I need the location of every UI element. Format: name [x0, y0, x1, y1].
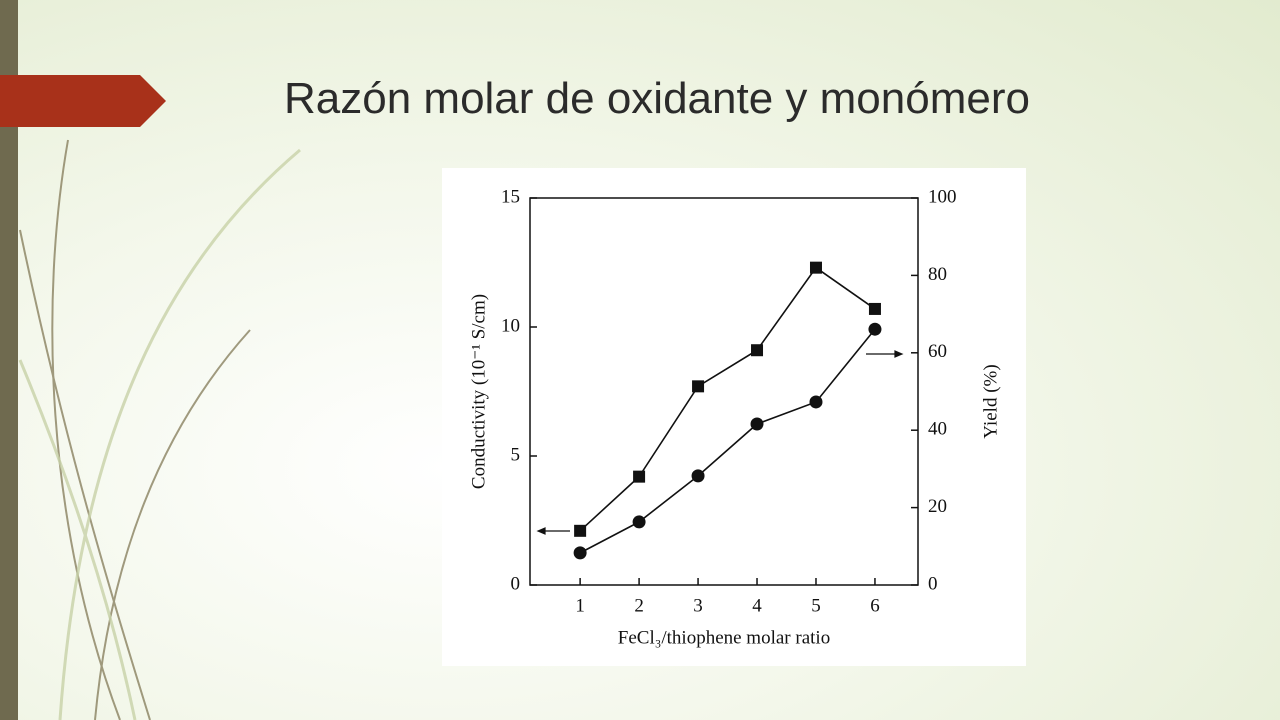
x-tick-label: 1	[575, 595, 585, 616]
y-tick-label: 0	[511, 573, 521, 594]
x-tick-label: 3	[693, 595, 703, 616]
marker-square	[751, 344, 764, 357]
y2-tick-label: 20	[928, 496, 947, 517]
series-line	[579, 328, 876, 554]
x-tick-label: 2	[634, 595, 644, 616]
marker-square	[868, 302, 881, 315]
y-tick-label: 10	[501, 315, 520, 336]
y-tick-label: 15	[501, 186, 520, 207]
marker-square	[809, 261, 822, 274]
y2-tick-label: 80	[928, 264, 947, 285]
y-tick-label: 5	[511, 444, 521, 465]
y2-tick-label: 0	[928, 573, 938, 594]
marker-circle	[750, 417, 764, 431]
x-tick-label: 5	[811, 595, 821, 616]
x-tick-label: 6	[870, 595, 880, 616]
marker-circle	[632, 515, 646, 529]
title-marker	[0, 75, 166, 127]
y-axis-label: Conductivity (10⁻¹ S/cm)	[468, 294, 489, 489]
x-tick-label: 4	[752, 595, 762, 616]
slide-title: Razón molar de oxidante y monómero	[284, 74, 1030, 123]
chart-image: 1 2 3 4 5 6 0 5 10 15 0 20 40 60 80 100 FeCl₃/thiophene …	[442, 168, 1026, 666]
plot-frame	[529, 197, 919, 586]
arrow-left	[536, 527, 570, 535]
curves	[19, 139, 251, 720]
y2-tick-label: 40	[928, 419, 947, 440]
arrow-right	[866, 350, 904, 358]
side-bar	[0, 0, 18, 720]
marker-circle	[573, 546, 587, 560]
marker-square	[574, 524, 587, 537]
y2-tick-label: 100	[928, 186, 957, 207]
x-axis-label: FeCl₃/thiophene molar ratio	[618, 627, 830, 648]
y2-axis-label: Yield (%)	[980, 364, 1001, 438]
marker-square	[633, 470, 646, 483]
series-line	[579, 266, 876, 532]
marker-circle	[809, 395, 823, 409]
chart: 1 2 3 4 5 6051015020406080100FeCl₃/thiophene …	[468, 186, 1001, 648]
marker-circle	[691, 469, 705, 483]
y2-tick-label: 60	[928, 341, 947, 362]
marker-circle	[868, 322, 882, 336]
curves-light	[18, 148, 301, 720]
marker-square	[692, 380, 705, 393]
